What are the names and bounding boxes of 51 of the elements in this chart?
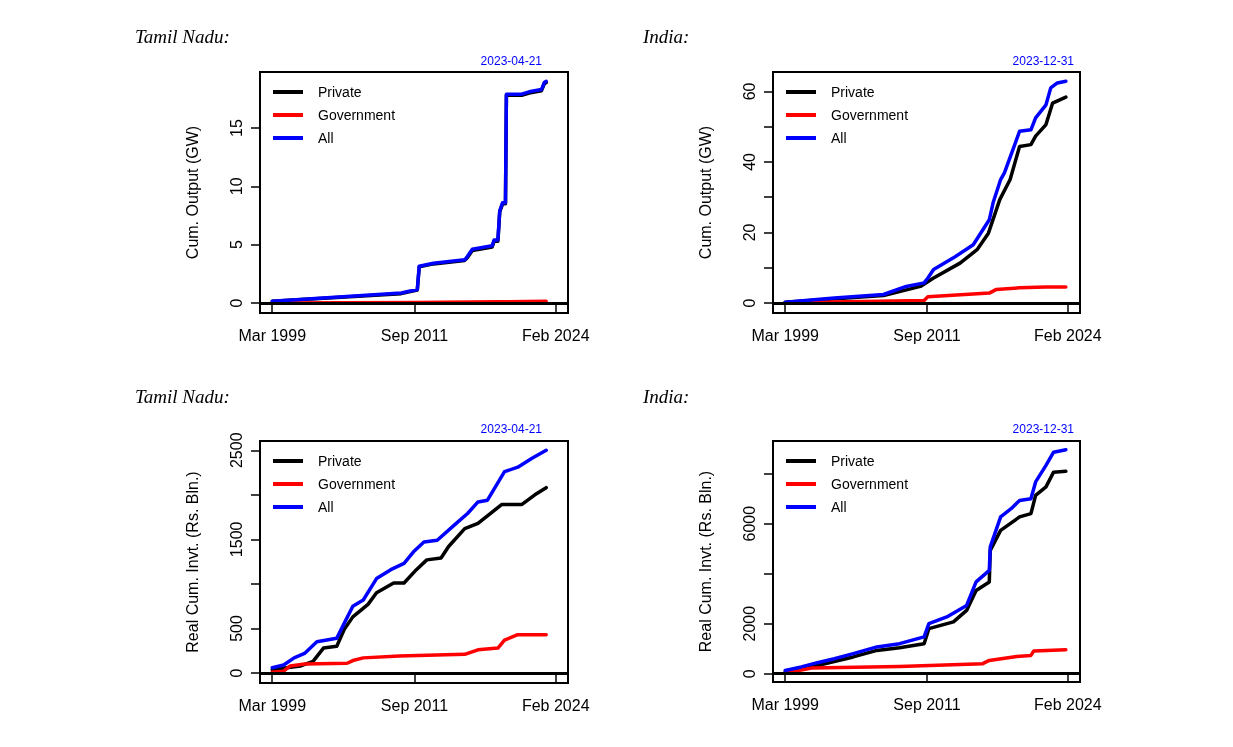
y-tick-label: 0 [740,669,758,679]
y-tick-label: 500 [227,615,245,642]
y-tick-label: 60 [740,82,758,101]
legend-label: Government [831,107,909,123]
x-tick-label: Sep 2011 [893,326,961,344]
x-tick-label: Feb 2024 [1033,695,1102,713]
chart-subtitle: 2023-12-31 [1012,422,1075,436]
chart-title: India: [642,386,690,407]
x-tick-label: Mar 1999 [238,326,307,344]
legend-label: All [318,130,334,146]
legend-label: Government [831,476,909,492]
y-tick-label: 15 [227,118,245,137]
x-tick-label: Sep 2011 [380,696,449,714]
y-tick-label: 6000 [740,505,758,542]
y-tick-label: 2500 [227,432,245,469]
chart-subtitle: 2023-12-31 [1012,54,1075,68]
x-tick-label: Mar 1999 [751,695,820,713]
y-tick-label: 20 [740,223,758,242]
legend-label: All [831,130,847,146]
chart-title: Tamil Nadu: [135,386,230,407]
x-tick-label: Feb 2024 [1033,326,1102,344]
legend-label: Private [318,84,362,100]
y-axis-title: Real Cum. Invt. (Rs. Bln.) [696,470,714,653]
legend-label: Private [831,453,875,469]
chart-title: India: [642,26,690,47]
chart-subtitle: 2023-04-21 [480,54,543,68]
y-axis-title: Cum. Output (GW) [183,125,201,260]
x-tick-label: Feb 2024 [521,696,590,714]
x-tick-label: Mar 1999 [238,696,307,714]
y-axis-title: Real Cum. Invt. (Rs. Bln.) [183,471,201,653]
legend-label: Government [318,476,396,492]
legend-label: All [831,499,847,515]
chart-subtitle: 2023-04-21 [480,422,543,436]
x-tick-label: Sep 2011 [380,326,449,344]
chart-title: Tamil Nadu: [135,26,230,47]
y-tick-label: 10 [227,177,245,196]
x-tick-label: Mar 1999 [751,326,820,344]
legend-label: Private [831,84,875,100]
legend-label: All [318,499,334,515]
y-tick-label: 1500 [227,521,245,558]
y-tick-label: 0 [740,298,758,308]
x-tick-label: Feb 2024 [521,326,590,344]
y-axis-title: Cum. Output (GW) [696,125,714,260]
x-tick-label: Sep 2011 [893,695,961,713]
y-tick-label: 40 [740,152,758,171]
y-tick-label: 2000 [740,605,758,642]
y-tick-label: 0 [227,668,245,678]
y-tick-label: 5 [227,240,245,250]
legend-label: Government [318,107,396,123]
legend-label: Private [318,453,362,469]
y-tick-label: 0 [227,298,245,308]
